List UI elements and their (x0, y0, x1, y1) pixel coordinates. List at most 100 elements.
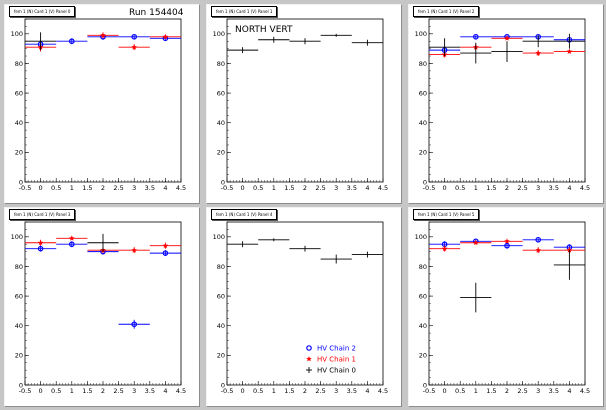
x-tick-label: 4.5 (176, 387, 186, 395)
x-tick-label: -0.5 (221, 184, 234, 192)
data-point (504, 238, 510, 244)
x-tick-label: 1.5 (284, 387, 294, 395)
y-tick-label: 60 (419, 292, 427, 300)
data-point (504, 242, 510, 249)
x-tick-label: 0 (39, 387, 43, 395)
x-tick-label: 3 (132, 184, 136, 192)
x-tick-label: 1.5 (82, 387, 92, 395)
legend-label: HV Chain 2 (317, 345, 356, 353)
y-tick-label: 60 (217, 89, 225, 97)
x-tick-label: 3 (536, 184, 540, 192)
y-tick-label: 60 (15, 292, 23, 300)
x-tick-label: 3.5 (549, 184, 559, 192)
x-tick-label: 2.5 (517, 184, 527, 192)
x-tick-label: -0.5 (423, 387, 436, 395)
x-tick-label: 1 (70, 387, 74, 395)
series-0 (25, 241, 181, 329)
series-0 (227, 33, 383, 54)
y-tick-label: 60 (217, 292, 225, 300)
x-tick-label: 2.5 (113, 184, 123, 192)
y-tick-label: 60 (15, 89, 23, 97)
x-tick-label: -0.5 (19, 387, 32, 395)
plot-frame (24, 18, 182, 183)
x-tick-label: 4 (567, 184, 571, 192)
data-point (162, 242, 169, 249)
data-point (535, 236, 542, 243)
y-tick-label: 0 (221, 381, 225, 389)
y-tick-label: 100 (415, 233, 427, 241)
x-tick-label: 2 (303, 184, 307, 192)
data-point (162, 33, 169, 40)
y-tick-label: 20 (419, 352, 427, 360)
data-point (162, 250, 169, 256)
data-point (441, 245, 448, 252)
data-point (504, 35, 510, 41)
x-tick-label: 1 (474, 184, 478, 192)
x-tick-label: 4.5 (378, 387, 388, 395)
y-tick-label: 0 (19, 178, 23, 186)
x-tick-label: 1 (272, 184, 276, 192)
annotation-north-vert: NORTH VERT (235, 25, 293, 35)
x-tick-label: -0.5 (19, 184, 32, 192)
data-point (472, 239, 479, 246)
y-tick-label: 80 (419, 263, 427, 271)
data-point (68, 235, 75, 241)
x-tick-label: 0.5 (51, 387, 61, 395)
x-tick-label: 4.5 (378, 184, 388, 192)
pad-title: fem 1 (N) Card 1 (V) Panel 3 (9, 209, 76, 220)
data-point (37, 239, 44, 246)
y-tick-label: 0 (19, 381, 23, 389)
x-tick-label: 2 (505, 387, 509, 395)
x-tick-label: 2 (101, 184, 105, 192)
x-tick-label: 4 (365, 184, 369, 192)
series-1 (25, 32, 181, 52)
run-label: Run 154404 (129, 8, 184, 18)
series-2 (460, 250, 585, 313)
pad-title: fem 1 (N) Card 1 (V) Panel 2 (413, 6, 480, 17)
x-tick-label: 0.5 (455, 387, 465, 395)
x-tick-label: 3.5 (145, 387, 155, 395)
x-tick-label: 3.5 (347, 184, 357, 192)
pad-4: -0.5 0 0.5 1 1.5 2 2.5 3 3.5 4 4.5 0 20 40 60 80 100 HV C… (206, 207, 402, 407)
series-1 (25, 235, 181, 254)
x-tick-label: 3 (132, 387, 136, 395)
pad-title: fem 1 (N) Card 1 (V) Panel 5 (413, 209, 480, 220)
y-tick-label: 40 (217, 322, 225, 330)
data-point (131, 33, 138, 40)
x-tick-label: 0 (241, 387, 245, 395)
series-1 (429, 238, 585, 254)
x-tick-label: 3.5 (347, 387, 357, 395)
y-tick-label: 100 (11, 30, 23, 38)
y-tick-label: 100 (213, 233, 225, 241)
x-tick-label: 2 (303, 387, 307, 395)
x-tick-label: 0 (241, 184, 245, 192)
data-point (566, 48, 573, 55)
x-tick-label: 3 (334, 387, 338, 395)
x-tick-label: 2.5 (517, 387, 527, 395)
x-tick-label: 4 (163, 184, 167, 192)
pad-title: fem 1 (N) Card 1 (V) Panel 1 (211, 6, 278, 17)
data-point (473, 33, 479, 40)
y-tick-label: 80 (15, 263, 23, 271)
y-tick-label: 60 (419, 89, 427, 97)
data-point (131, 44, 138, 50)
x-tick-label: 4.5 (580, 387, 590, 395)
data-point (131, 321, 138, 328)
x-tick-label: 1.5 (284, 184, 294, 192)
x-tick-label: 0.5 (51, 184, 61, 192)
y-tick-label: 20 (217, 352, 225, 360)
series-2 (87, 233, 119, 252)
series-2 (25, 32, 57, 51)
x-tick-label: 4.5 (176, 184, 186, 192)
x-tick-label: 1 (272, 387, 276, 395)
x-tick-label: 3 (536, 387, 540, 395)
pad-title: fem 1 (N) Card 1 (V) Panel 0 (9, 6, 76, 17)
data-point (131, 247, 138, 253)
x-tick-label: 0 (443, 184, 447, 192)
x-tick-label: 1.5 (486, 184, 496, 192)
